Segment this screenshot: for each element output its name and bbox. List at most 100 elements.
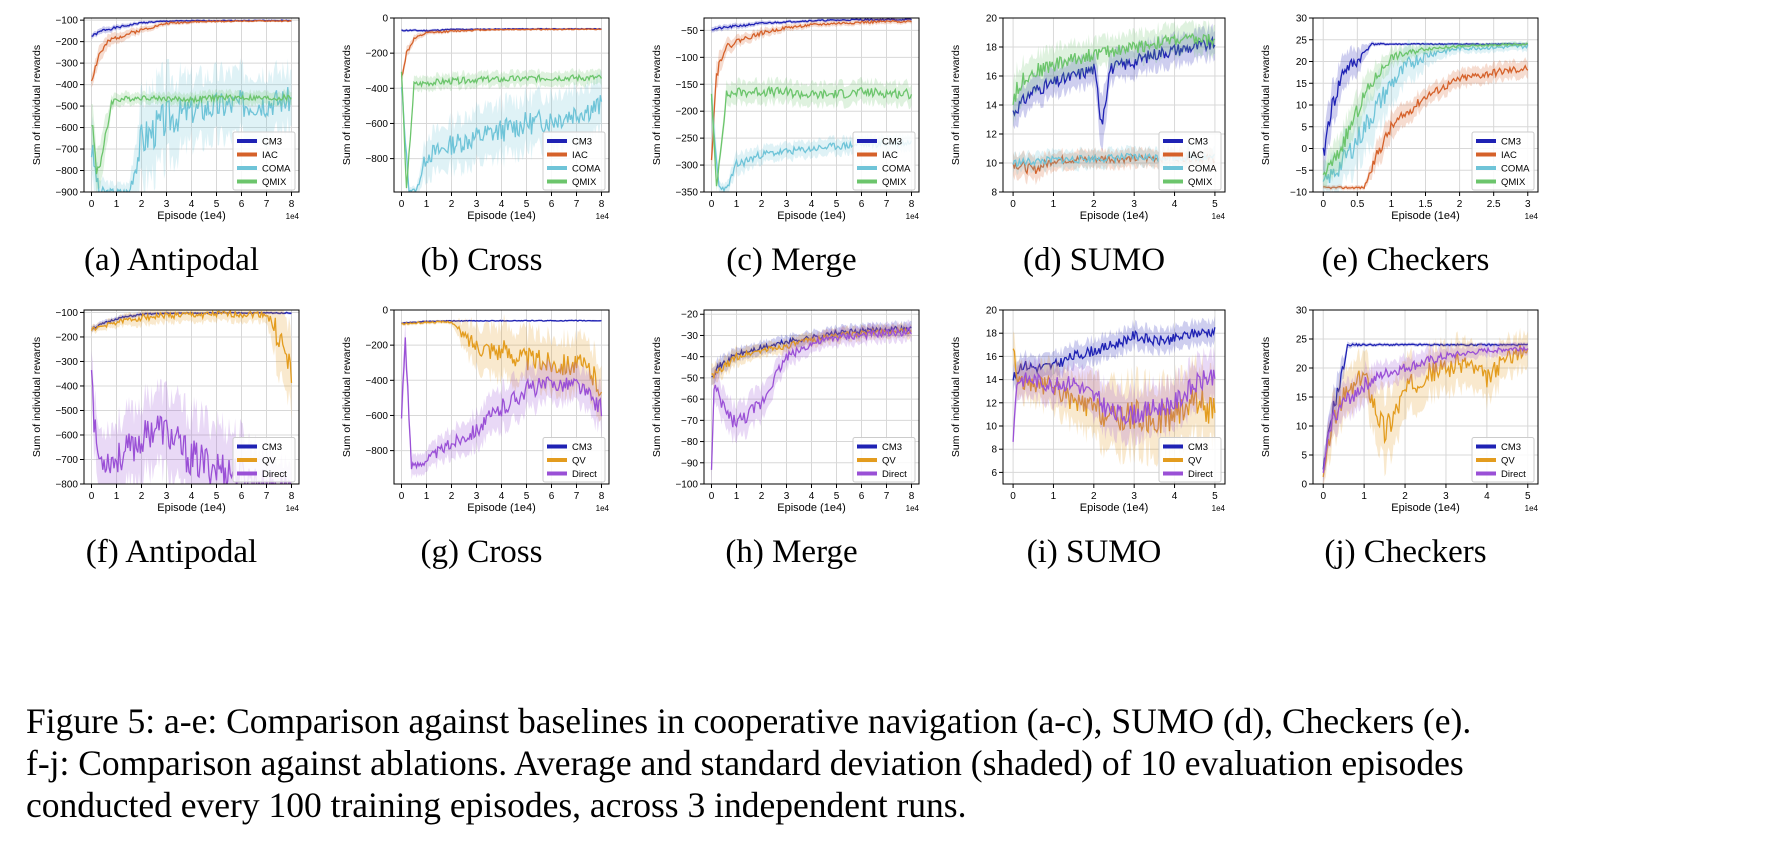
y-axis-label: Sum of individual rewards <box>341 337 353 457</box>
y-axis-label: Sum of individual rewards <box>1260 337 1272 457</box>
y-tick-label: −350 <box>675 188 698 199</box>
x-tick-label: 6 <box>859 199 865 210</box>
x-tick-label: 1 <box>114 491 120 502</box>
y-tick-label: −400 <box>55 80 78 91</box>
legend-label: CM3 <box>882 442 902 453</box>
y-tick-label: 14 <box>986 375 998 386</box>
y-tick-label: −700 <box>55 455 78 466</box>
x-tick-label: 0 <box>1010 491 1016 502</box>
x-tick-label: 2 <box>759 199 765 210</box>
x-tick-label: 0.5 <box>1350 199 1364 210</box>
x-axis-label: Episode (1e4) <box>467 210 536 222</box>
y-tick-label: −900 <box>55 188 78 199</box>
y-tick-label: 30 <box>1296 306 1308 317</box>
x-tick-label: 3 <box>784 199 790 210</box>
chart-panel: 0 1 2 3 4 5 6 7 8 −900 −800 −700 −600 −500 −400 −300 −20… <box>31 16 300 278</box>
x-tick-label: 7 <box>264 491 270 502</box>
legend-label: QMIX <box>882 177 907 188</box>
y-tick-label: −70 <box>681 416 698 427</box>
y-axis-label: Sum of individual rewards <box>950 337 962 457</box>
x-tick-label: 6 <box>549 199 555 210</box>
legend-label: IAC <box>572 150 588 161</box>
legend-label: Direct <box>262 469 287 480</box>
x-tick-label: 2 <box>449 199 455 210</box>
y-tick-label: 16 <box>986 352 998 363</box>
x-tick-label: 1 <box>1361 491 1367 502</box>
y-tick-label: −200 <box>365 49 388 60</box>
series-line-direct <box>1012 369 1216 442</box>
x-tick-label: 4 <box>189 199 195 210</box>
series-line-qmix <box>400 71 603 189</box>
y-tick-label: 30 <box>1296 14 1308 25</box>
plot-area <box>400 313 603 480</box>
x-tick-label: 2 <box>1091 491 1097 502</box>
y-tick-label: 20 <box>1296 57 1308 68</box>
chart-panel: 0 1 2 3 4 5 6 7 8 −800 −700 −600 −500 −400 −300 −200 −10… <box>31 308 300 570</box>
legend-label: IAC <box>262 150 278 161</box>
legend-label: QV <box>882 456 896 467</box>
chart-subtitle: (i) SUMO <box>1027 534 1162 570</box>
series-line-iac <box>1323 64 1529 190</box>
series-band-cm3 <box>91 311 292 332</box>
series-line-coma <box>90 87 292 192</box>
y-tick-label: 8 <box>991 188 997 199</box>
y-tick-label: −300 <box>55 59 78 70</box>
y-axis-label: Sum of individual rewards <box>31 45 43 165</box>
y-tick-label: 6 <box>991 468 997 479</box>
x-axis-label: Episode (1e4) <box>1080 210 1149 222</box>
legend-label: COMA <box>1188 164 1217 175</box>
x-tick-label: 4 <box>809 491 815 502</box>
x-tick-label: 0 <box>89 491 95 502</box>
series-band-direct <box>711 319 912 484</box>
y-tick-label: −200 <box>675 107 698 118</box>
x-tick-label: 8 <box>289 491 295 502</box>
x-tick-label: 1 <box>114 199 120 210</box>
chart-panel: 0 1 2 3 4 5 6 7 8 −800 −600 −400 −200 0 Episode (1e4) 1… <box>341 306 610 571</box>
legend-label: QV <box>262 456 276 467</box>
series-line-qmix <box>91 92 292 175</box>
y-tick-label: −300 <box>55 357 78 368</box>
x-tick-label: 5 <box>1212 491 1218 502</box>
y-tick-label: 12 <box>986 130 998 141</box>
series-line-coma <box>1322 44 1529 184</box>
series-band-qmix <box>711 66 912 192</box>
series-line-qmix <box>1012 32 1216 106</box>
x-tick-label: 3 <box>1131 491 1137 502</box>
chart-panel: 0 0.5 1 1.5 2 2.5 3 −10 −5 0 5 10 15 20 25 30 Episode (1… <box>1260 14 1539 279</box>
series-line-coma <box>400 87 603 192</box>
x-axis-exponent: 1e4 <box>596 212 610 221</box>
chart-subtitle: (c) Merge <box>726 242 856 278</box>
y-tick-label: −500 <box>55 102 78 113</box>
y-tick-label: −100 <box>675 480 698 491</box>
y-tick-label: −800 <box>365 446 388 457</box>
series-line-cm3 <box>1012 35 1216 125</box>
legend-label: CM3 <box>882 137 902 148</box>
chart-subtitle: (h) Merge <box>725 534 857 570</box>
plot-frame <box>1002 309 1226 485</box>
y-tick-label: 0 <box>1301 480 1307 491</box>
x-tick-label: 1 <box>424 199 430 210</box>
series-line-iac <box>400 28 602 77</box>
x-tick-label: 3 <box>1443 491 1449 502</box>
series-line-direct <box>90 370 292 484</box>
legend-label: QV <box>1188 456 1202 467</box>
x-tick-label: 1 <box>734 199 740 210</box>
series-band-coma <box>1323 39 1528 192</box>
series-band-cm3 <box>711 320 912 386</box>
x-axis-exponent: 1e4 <box>1525 504 1539 513</box>
chart-subtitle: (b) Cross <box>421 242 543 278</box>
x-tick-label: 7 <box>574 199 580 210</box>
y-axis-label: Sum of individual rewards <box>31 337 43 457</box>
series-line-cm3 <box>1322 42 1528 156</box>
x-tick-label: 3 <box>164 199 170 210</box>
y-tick-label: 20 <box>1296 364 1308 375</box>
x-axis-exponent: 1e4 <box>596 504 610 513</box>
x-tick-label: 5 <box>1212 199 1218 210</box>
legend-label: COMA <box>882 164 911 175</box>
y-tick-label: 15 <box>1296 79 1308 90</box>
x-tick-label: 4 <box>499 199 505 210</box>
series-band-iac <box>401 27 602 82</box>
x-tick-label: 5 <box>524 491 530 502</box>
legend-box <box>852 131 916 191</box>
